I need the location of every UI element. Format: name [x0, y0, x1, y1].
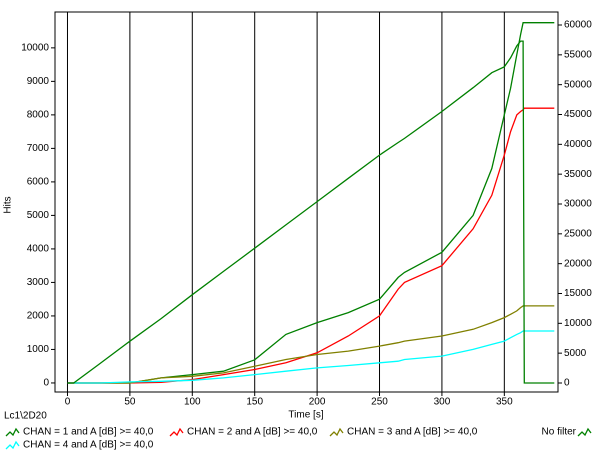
legend-label: No filter: [542, 427, 577, 438]
series-line: [67, 330, 555, 384]
y-tick-label: 5000: [27, 210, 50, 221]
x-tick-label: 0: [65, 397, 71, 408]
legend-label: CHAN = 4 and A [dB] >= 40,0: [23, 440, 154, 450]
legend-label: CHAN = 2 and A [dB] >= 40,0: [187, 427, 318, 438]
y-tick-label: 0: [43, 378, 49, 389]
legend-icon: [5, 440, 20, 450]
x-tick-label: 250: [371, 397, 388, 408]
y-tick-label: 1000: [27, 344, 50, 355]
y2-tick-label: 20000: [564, 258, 592, 269]
y-tick-label: 8000: [27, 110, 50, 121]
y2-tick-label: 25000: [564, 228, 592, 239]
y2-tick-label: 55000: [564, 49, 592, 60]
y2-tick-label: 30000: [564, 199, 592, 210]
x-tick-label: 50: [124, 397, 136, 408]
y2-tick-label: 35000: [564, 169, 592, 180]
legend-icon: [577, 427, 592, 437]
series-line: [67, 40, 555, 384]
y-tick-label: 3000: [27, 277, 50, 288]
legend-icon: [5, 427, 20, 437]
x-tick-label: 350: [496, 397, 513, 408]
y-axis-label: Hits: [3, 196, 14, 213]
y2-tick-label: 5000: [564, 348, 587, 359]
y-tick-label: 6000: [27, 177, 50, 188]
y-tick-label: 9000: [27, 76, 50, 87]
y2-tick-label: 15000: [564, 288, 592, 299]
y2-tick-label: 0: [564, 378, 570, 389]
caption: Lc1\2D20: [4, 411, 47, 422]
y-tick-label: 10000: [21, 42, 49, 53]
x-tick-label: 150: [246, 397, 263, 408]
y-tick-label: 4000: [27, 244, 50, 255]
x-tick-label: 300: [434, 397, 451, 408]
x-tick-label: 200: [309, 397, 326, 408]
y2-tick-label: 40000: [564, 139, 592, 150]
legend-icon: [169, 427, 184, 437]
y-tick-label: 2000: [27, 311, 50, 322]
y2-tick-label: 45000: [564, 109, 592, 120]
series-line: [67, 107, 555, 384]
y2-tick-label: 50000: [564, 79, 592, 90]
y2-tick-label: 60000: [564, 20, 592, 31]
x-axis-label: Time [s]: [288, 410, 323, 421]
legend-label: CHAN = 1 and A [dB] >= 40,0: [23, 427, 154, 438]
x-tick-label: 100: [184, 397, 201, 408]
plot-frame: [54, 11, 559, 393]
series-line: [67, 305, 555, 384]
legend-icon: [329, 427, 344, 437]
y-tick-label: 7000: [27, 143, 50, 154]
y2-tick-label: 10000: [564, 318, 592, 329]
legend-label: CHAN = 3 and A [dB] >= 40,0: [347, 427, 478, 438]
